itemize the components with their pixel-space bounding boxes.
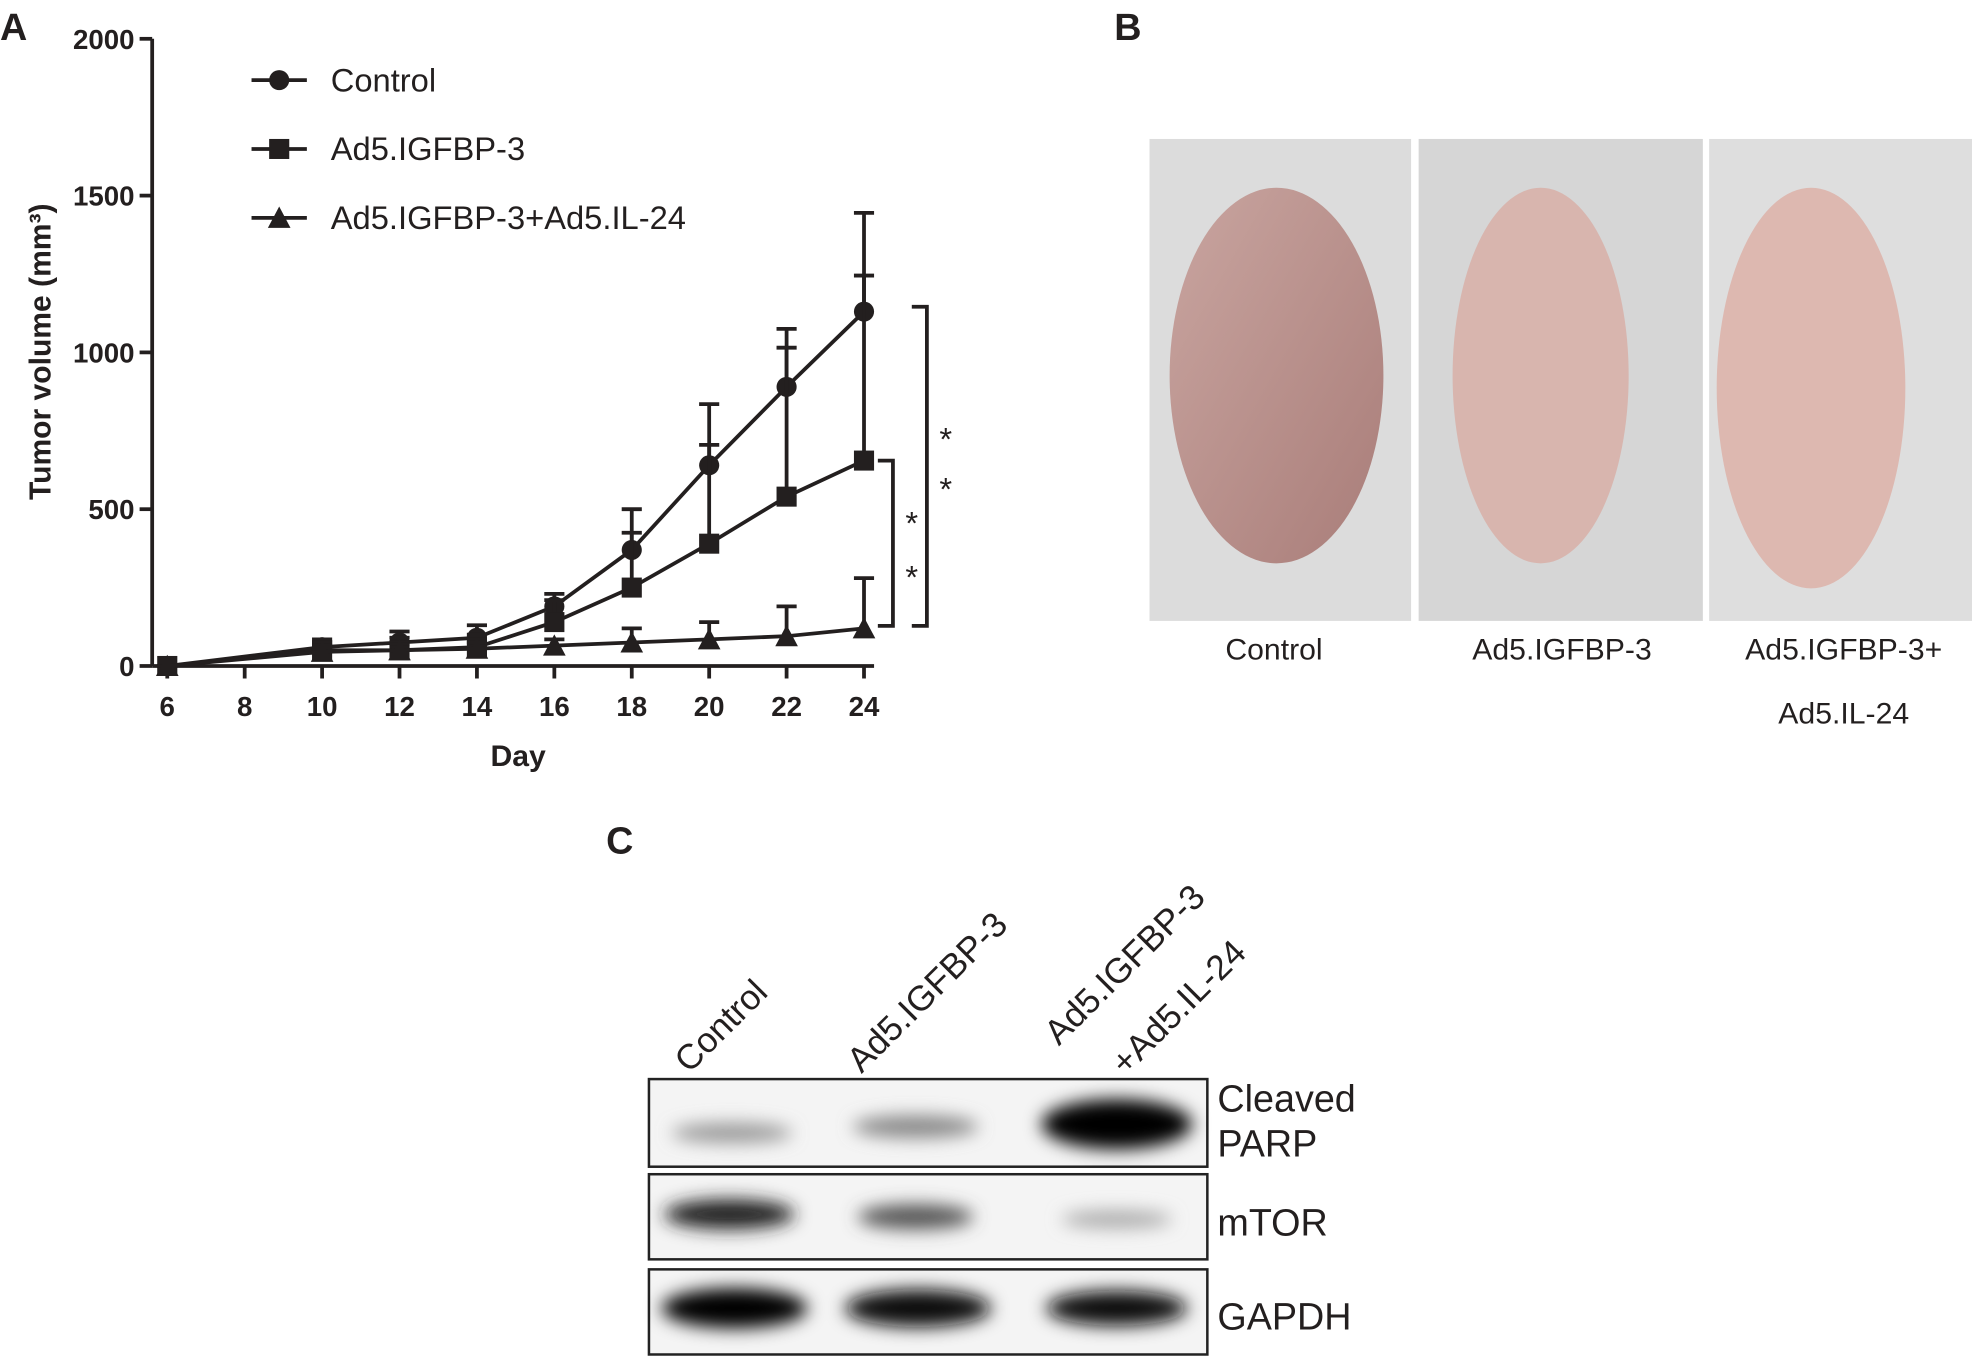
row-label: GAPDH [1217, 1296, 1351, 1338]
error-bar [853, 273, 875, 461]
point [155, 654, 179, 676]
legend-label: Control [331, 61, 436, 98]
significance-mark: * [905, 558, 918, 595]
significance-mark: * [905, 505, 918, 542]
x-tick-label: 10 [307, 691, 338, 722]
y-tick-label: 1500 [73, 181, 135, 212]
point [310, 640, 334, 662]
point [699, 533, 720, 554]
significance-mark: * [939, 471, 952, 508]
lane-label: Ad5.IGFBP-3 [840, 905, 1016, 1080]
series-line [167, 310, 866, 668]
point [852, 617, 876, 639]
x-tick-label: 12 [384, 691, 415, 722]
panel-label: C [606, 820, 633, 862]
lane-label: Control [667, 972, 775, 1079]
panel-label: B [1114, 6, 1141, 48]
x-tick-label: 16 [539, 691, 570, 722]
point [388, 639, 411, 661]
x-tick-label: 22 [771, 691, 802, 722]
series-line [167, 458, 865, 668]
photo-label: Ad5.IL-24 [1778, 698, 1909, 731]
y-tick-label: 2000 [73, 24, 135, 55]
point [544, 612, 565, 633]
point [465, 637, 489, 659]
y-axis-title: Tumor volume (mm³) [24, 204, 57, 501]
point [697, 628, 721, 650]
significance-mark: * [939, 421, 952, 458]
point [853, 450, 875, 471]
blot [647, 1077, 1209, 1356]
legend-label: Ad5.IGFBP-3+Ad5.IL-24 [331, 199, 686, 236]
row-label: mTOR [1217, 1202, 1327, 1244]
point [620, 631, 644, 653]
photo-panel [1149, 138, 1972, 621]
row-label: PARP [1217, 1123, 1317, 1165]
legend-marker [267, 206, 291, 228]
row-label: Cleaved [1217, 1078, 1355, 1120]
point [776, 486, 797, 507]
x-axis-title: Day [490, 740, 546, 773]
point [543, 634, 566, 656]
photo-label: Ad5.IGFBP-3 [1472, 634, 1651, 667]
bracket [911, 304, 929, 628]
x-tick-label: 24 [849, 691, 880, 722]
legend-marker [269, 138, 290, 159]
x-tick-label: 8 [237, 691, 252, 722]
x-tick-label: 20 [694, 691, 725, 722]
x-tick-label: 14 [462, 691, 493, 722]
photo-label: Ad5.IGFBP-3+ [1745, 634, 1942, 667]
point [621, 577, 642, 598]
legend-marker [269, 70, 290, 91]
y-tick-label: 500 [88, 494, 134, 525]
legend-label: Ad5.IGFBP-3 [331, 130, 525, 167]
error-bar [776, 345, 797, 497]
error-bar [699, 443, 720, 544]
y-tick-label: 1000 [73, 337, 135, 368]
x-tick-label: 18 [616, 691, 647, 722]
bracket [877, 458, 895, 628]
panel-label: A [0, 6, 27, 48]
photo-label: Control [1225, 634, 1322, 667]
y-tick-label: 0 [119, 651, 134, 682]
x-tick-label: 6 [160, 691, 175, 722]
point [775, 624, 798, 647]
